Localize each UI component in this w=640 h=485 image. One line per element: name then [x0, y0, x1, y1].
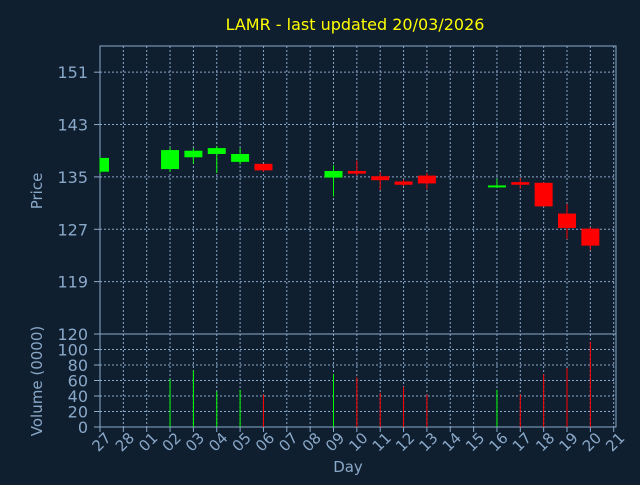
candle-body [558, 213, 576, 228]
volume-tick-label: 40 [68, 387, 88, 406]
volume-tick-label: 0 [78, 418, 88, 437]
price-tick-label: 119 [57, 273, 88, 292]
price-tick-label: 135 [57, 168, 88, 187]
candle-body [487, 185, 506, 188]
candle-body [324, 171, 343, 178]
x-axis: 2728010203040506070809101112131415161718… [89, 427, 628, 455]
candle-body [371, 176, 390, 181]
price-tick-label: 143 [57, 116, 88, 135]
candle-body [184, 150, 203, 158]
volume-tick-label: 120 [57, 325, 88, 344]
volume-tick-label: 20 [68, 403, 88, 422]
candles-layer [99, 146, 600, 251]
candle-body [511, 182, 530, 185]
candle-body [100, 157, 109, 172]
volume-bars-layer [169, 341, 591, 427]
candle-body [161, 150, 180, 170]
candle-body [394, 181, 413, 185]
price-tick-label: 151 [57, 63, 88, 82]
volume-tick-label: 60 [68, 372, 88, 391]
price-axis-label: Price [28, 173, 46, 210]
grid-layer [100, 46, 616, 427]
volume-tick-label: 80 [68, 356, 88, 375]
price-axis: 151 143 135 127 119 [57, 63, 100, 292]
candle-body [581, 228, 600, 246]
x-axis-label: Day [333, 458, 363, 476]
candle-body [231, 154, 250, 162]
candle-body [207, 148, 226, 154]
volume-axis-label: Volume (0000) [28, 326, 46, 436]
candle-body [254, 163, 273, 171]
volume-tick-label: 100 [57, 341, 88, 360]
candle-body [417, 175, 436, 184]
candle-body [534, 182, 553, 207]
chart-title: LAMR - last updated 20/03/2026 [226, 15, 485, 34]
candle-body [347, 171, 366, 174]
price-tick-label: 127 [57, 220, 88, 239]
